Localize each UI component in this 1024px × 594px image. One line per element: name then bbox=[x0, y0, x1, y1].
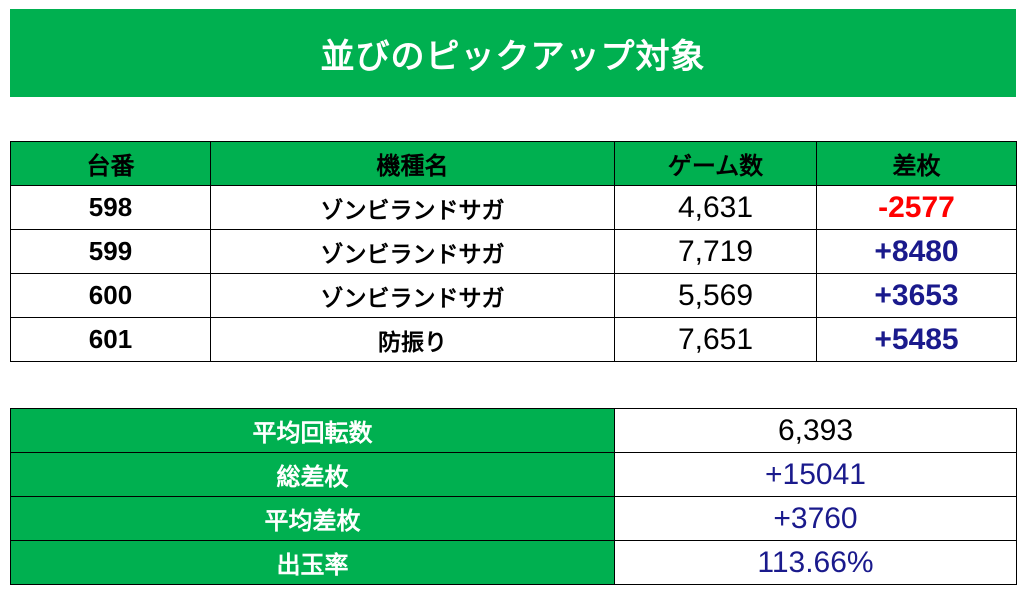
diff-cell: +8480 bbox=[816, 229, 1017, 274]
summary-row-total-diff: 総差枚 +15041 bbox=[10, 452, 1017, 497]
table-row: 598 ゾンビランドサガ 4,631 -2577 bbox=[10, 185, 1017, 230]
diff-cell: -2577 bbox=[816, 185, 1017, 230]
table-header-row: 台番 機種名 ゲーム数 差枚 bbox=[10, 141, 1017, 186]
page-title: 並びのピックアップ対象 bbox=[320, 37, 706, 76]
game-count-cell: 7,719 bbox=[614, 229, 817, 274]
diff-cell: +5485 bbox=[816, 317, 1017, 362]
total-diff-label: 総差枚 bbox=[10, 452, 615, 497]
table-row: 601 防振り 7,651 +5485 bbox=[10, 317, 1017, 362]
summary-table: 平均回転数 6,393 総差枚 +15041 平均差枚 +3760 出玉率 11… bbox=[10, 408, 1017, 585]
avg-diff-label: 平均差枚 bbox=[10, 496, 615, 541]
payout-rate-label: 出玉率 bbox=[10, 540, 615, 585]
summary-row-avg-spins: 平均回転数 6,393 bbox=[10, 408, 1017, 453]
model-name-cell: ゾンビランドサガ bbox=[210, 273, 615, 318]
header-model: 機種名 bbox=[210, 141, 615, 186]
unit-number-cell: 600 bbox=[10, 273, 211, 318]
table-row: 600 ゾンビランドサガ 5,569 +3653 bbox=[10, 273, 1017, 318]
model-name-cell: ゾンビランドサガ bbox=[210, 229, 615, 274]
model-name-cell: 防振り bbox=[210, 317, 615, 362]
game-count-cell: 4,631 bbox=[614, 185, 817, 230]
header-unit: 台番 bbox=[10, 141, 211, 186]
model-name-cell: ゾンビランドサガ bbox=[210, 185, 615, 230]
total-diff-value: +15041 bbox=[614, 452, 1017, 497]
unit-number-cell: 599 bbox=[10, 229, 211, 274]
unit-number-cell: 601 bbox=[10, 317, 211, 362]
unit-number-cell: 598 bbox=[10, 185, 211, 230]
payout-rate-value: 113.66% bbox=[614, 540, 1017, 585]
table-row: 599 ゾンビランドサガ 7,719 +8480 bbox=[10, 229, 1017, 274]
summary-row-payout: 出玉率 113.66% bbox=[10, 540, 1017, 585]
avg-spins-label: 平均回転数 bbox=[10, 408, 615, 453]
summary-row-avg-diff: 平均差枚 +3760 bbox=[10, 496, 1017, 541]
avg-spins-value: 6,393 bbox=[614, 408, 1017, 453]
diff-cell: +3653 bbox=[816, 273, 1017, 318]
pickup-table: 台番 機種名 ゲーム数 差枚 598 ゾンビランドサガ 4,631 -2577 … bbox=[10, 141, 1017, 362]
avg-diff-value: +3760 bbox=[614, 496, 1017, 541]
header-diff: 差枚 bbox=[816, 141, 1017, 186]
page-title-banner: 並びのピックアップ対象 bbox=[10, 9, 1016, 97]
game-count-cell: 5,569 bbox=[614, 273, 817, 318]
game-count-cell: 7,651 bbox=[614, 317, 817, 362]
header-games: ゲーム数 bbox=[614, 141, 817, 186]
